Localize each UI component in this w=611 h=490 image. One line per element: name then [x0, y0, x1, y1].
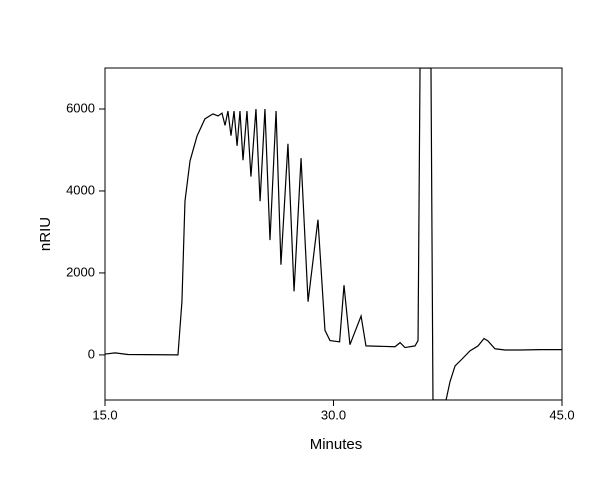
y-tick-label: 0	[88, 346, 95, 361]
y-axis-title: nRIU	[37, 217, 54, 251]
signal-line	[105, 68, 562, 400]
x-tick-label: 15.0	[92, 407, 117, 422]
plot-frame	[104, 67, 563, 401]
x-tick-label: 30.0	[321, 407, 346, 422]
y-tick-label: 2000	[66, 264, 95, 279]
x-axis-title: Minutes	[310, 436, 363, 453]
x-tick-label: 45.0	[549, 407, 574, 422]
y-tick-label: 4000	[66, 182, 95, 197]
y-tick-label: 6000	[66, 100, 95, 115]
